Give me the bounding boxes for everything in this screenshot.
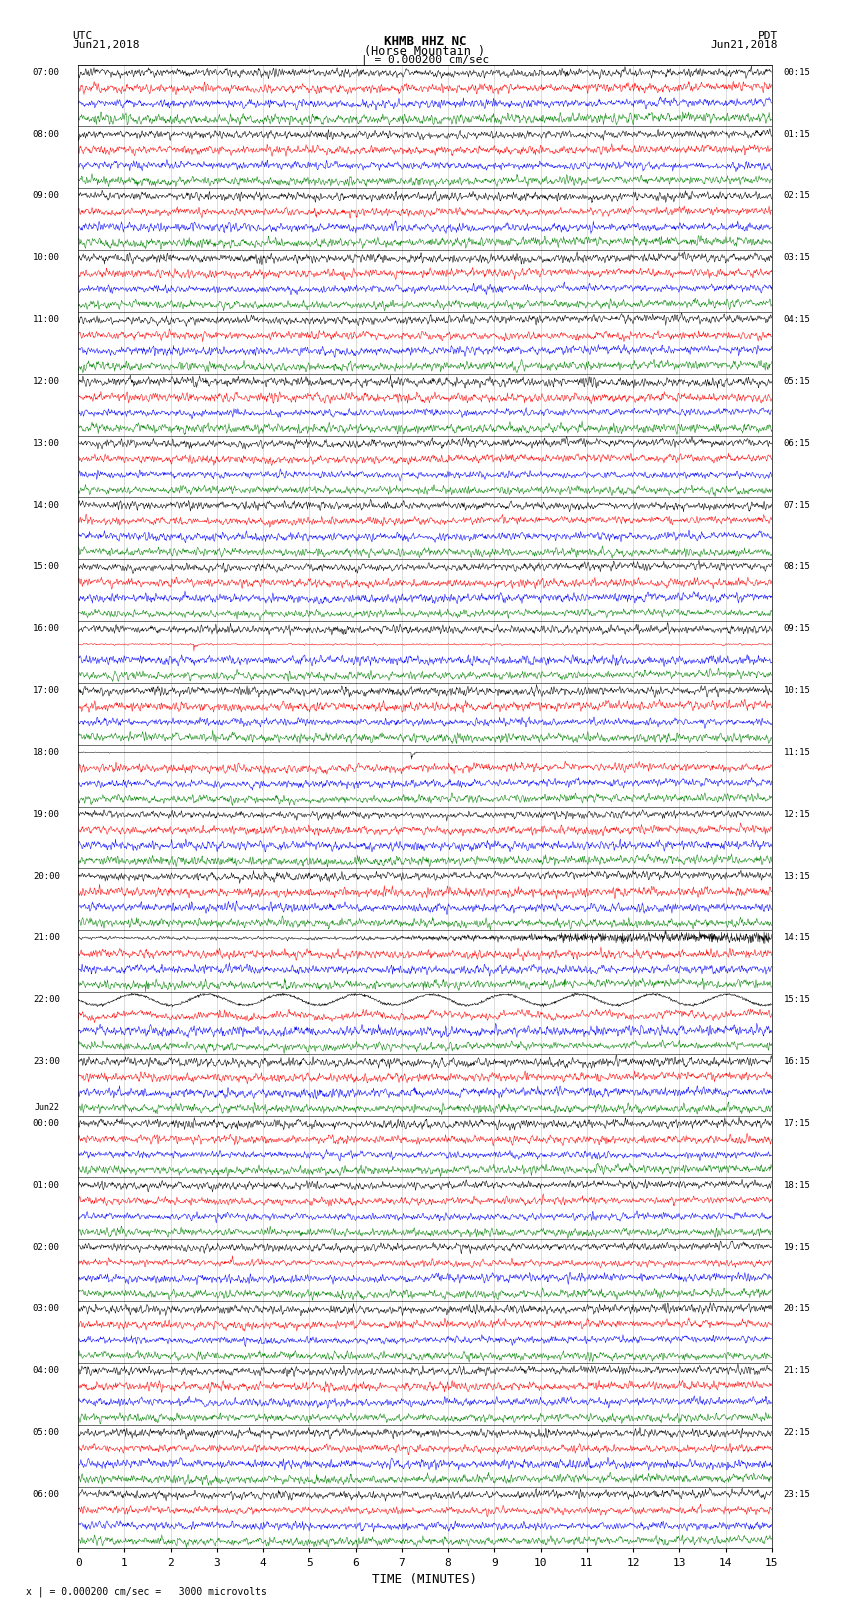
Text: 04:15: 04:15 <box>784 315 810 324</box>
X-axis label: TIME (MINUTES): TIME (MINUTES) <box>372 1573 478 1586</box>
Text: (Horse Mountain ): (Horse Mountain ) <box>365 45 485 58</box>
Text: 23:15: 23:15 <box>784 1490 810 1498</box>
Text: Jun22: Jun22 <box>35 1103 60 1113</box>
Text: 11:00: 11:00 <box>33 315 60 324</box>
Text: Jun21,2018: Jun21,2018 <box>72 40 139 50</box>
Text: PDT: PDT <box>757 31 778 40</box>
Text: 14:15: 14:15 <box>784 934 810 942</box>
Text: 07:00: 07:00 <box>33 68 60 77</box>
Text: 17:00: 17:00 <box>33 686 60 695</box>
Text: 01:15: 01:15 <box>784 129 810 139</box>
Text: 08:15: 08:15 <box>784 563 810 571</box>
Text: 05:15: 05:15 <box>784 377 810 386</box>
Text: 16:00: 16:00 <box>33 624 60 634</box>
Text: 01:00: 01:00 <box>33 1181 60 1190</box>
Text: 22:00: 22:00 <box>33 995 60 1005</box>
Text: 10:15: 10:15 <box>784 686 810 695</box>
Text: 15:00: 15:00 <box>33 563 60 571</box>
Text: 17:15: 17:15 <box>784 1119 810 1127</box>
Text: 03:00: 03:00 <box>33 1305 60 1313</box>
Text: Jun21,2018: Jun21,2018 <box>711 40 778 50</box>
Text: 11:15: 11:15 <box>784 748 810 756</box>
Text: 22:15: 22:15 <box>784 1428 810 1437</box>
Text: 19:15: 19:15 <box>784 1242 810 1252</box>
Text: 04:00: 04:00 <box>33 1366 60 1376</box>
Text: | = 0.000200 cm/sec: | = 0.000200 cm/sec <box>361 55 489 66</box>
Text: 18:00: 18:00 <box>33 748 60 756</box>
Text: 02:15: 02:15 <box>784 192 810 200</box>
Text: 10:00: 10:00 <box>33 253 60 263</box>
Text: 20:15: 20:15 <box>784 1305 810 1313</box>
Text: 00:00: 00:00 <box>33 1119 60 1127</box>
Text: 09:00: 09:00 <box>33 192 60 200</box>
Text: 15:15: 15:15 <box>784 995 810 1005</box>
Text: 07:15: 07:15 <box>784 500 810 510</box>
Text: 08:00: 08:00 <box>33 129 60 139</box>
Text: x | = 0.000200 cm/sec =   3000 microvolts: x | = 0.000200 cm/sec = 3000 microvolts <box>26 1586 266 1597</box>
Text: KHMB HHZ NC: KHMB HHZ NC <box>383 35 467 48</box>
Text: 13:15: 13:15 <box>784 871 810 881</box>
Text: 21:15: 21:15 <box>784 1366 810 1376</box>
Text: 12:00: 12:00 <box>33 377 60 386</box>
Text: 16:15: 16:15 <box>784 1057 810 1066</box>
Text: 23:00: 23:00 <box>33 1057 60 1066</box>
Text: 19:00: 19:00 <box>33 810 60 819</box>
Text: 21:00: 21:00 <box>33 934 60 942</box>
Text: UTC: UTC <box>72 31 93 40</box>
Text: 06:00: 06:00 <box>33 1490 60 1498</box>
Text: 20:00: 20:00 <box>33 871 60 881</box>
Text: 18:15: 18:15 <box>784 1181 810 1190</box>
Text: 03:15: 03:15 <box>784 253 810 263</box>
Text: 05:00: 05:00 <box>33 1428 60 1437</box>
Text: 00:15: 00:15 <box>784 68 810 77</box>
Text: 13:00: 13:00 <box>33 439 60 448</box>
Text: 06:15: 06:15 <box>784 439 810 448</box>
Text: 09:15: 09:15 <box>784 624 810 634</box>
Text: 02:00: 02:00 <box>33 1242 60 1252</box>
Text: 12:15: 12:15 <box>784 810 810 819</box>
Text: 14:00: 14:00 <box>33 500 60 510</box>
